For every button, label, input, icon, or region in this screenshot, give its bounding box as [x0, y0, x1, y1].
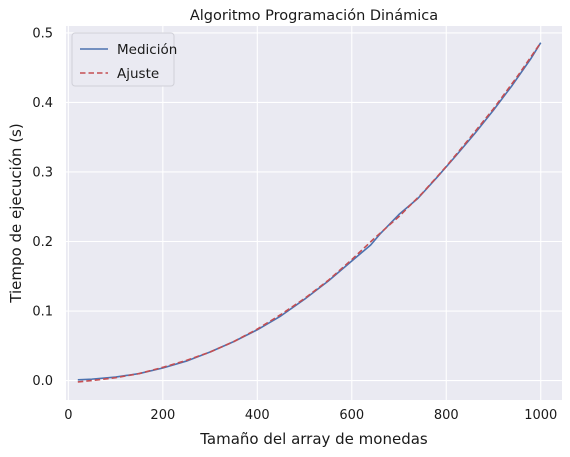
x-tick-label: 600: [339, 408, 364, 423]
x-tick-label: 800: [434, 408, 459, 423]
plot-area-background: [66, 26, 562, 400]
y-tick-label: 0.0: [32, 374, 53, 389]
x-tick-labels: 0 200 400 600 800 1000: [64, 408, 557, 423]
x-tick-label: 1000: [524, 408, 557, 423]
y-tick-label: 0.4: [32, 96, 53, 111]
x-tick-label: 400: [245, 408, 270, 423]
y-tick-label: 0.2: [32, 235, 53, 250]
x-tick-label: 0: [64, 408, 72, 423]
y-tick-label: 0.3: [32, 165, 53, 180]
series-line-ajuste: [77, 42, 542, 383]
legend: Medición Ajuste: [71, 32, 177, 87]
y-tick-label: 0.1: [32, 305, 53, 320]
chart-title: Algoritmo Programación Dinámica: [190, 8, 438, 24]
legend-label-ajuste: Ajuste: [117, 66, 159, 82]
y-tick-labels: 0.0 0.1 0.2 0.3 0.4 0.5: [32, 26, 53, 389]
legend-label-medicion: Medición: [117, 42, 177, 58]
series-layer: [77, 42, 542, 383]
x-tick-label: 200: [150, 408, 175, 423]
y-axis-label: Tiempo de ejecución (s): [7, 123, 25, 303]
grid: [66, 26, 562, 400]
y-tick-label: 0.5: [32, 26, 53, 41]
x-axis-label: Tamaño del array de monedas: [199, 430, 428, 448]
